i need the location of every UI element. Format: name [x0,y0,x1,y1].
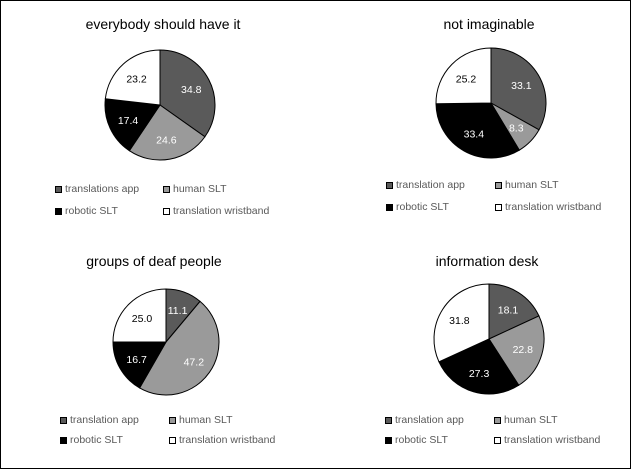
chart-4-slice-2 [488,315,545,386]
chart-3-data-label-3: 16.7 [126,354,147,366]
chart-1-slice-3 [104,98,161,152]
chart-2-legend-swatch-4 [495,203,502,211]
chart-1-legend-item-3: robotic SLT [55,205,118,217]
chart-1-legend-label-2: human SLT [173,183,227,195]
chart-4-pie: 18.1 22.8 27.3 31.8 [433,283,545,395]
chart-3-legend-swatch-3 [60,436,67,444]
chart-2-legend-label-1: translation app [396,179,465,191]
chart-1-data-label-3: 17.4 [118,115,139,127]
chart-3-data-label-4: 25.0 [132,313,153,325]
chart-1-legend-label-4: translation wristband [173,205,270,217]
chart-4-data-label-1: 18.1 [498,304,519,316]
chart-2-slice-1 [490,47,547,131]
chart-1-slice-1 [159,49,216,138]
chart-3-legend-item-3: robotic SLT [60,434,123,446]
chart-1-legend-item-4: translation wristband [163,205,269,217]
chart-2-legend-item-3: robotic SLT [386,201,449,213]
chart-2-title: not imaginable [443,16,535,32]
chart-1-legend-swatch-4 [163,207,170,215]
chart-2-data-label-1: 33.1 [511,80,532,92]
chart-1-data-label-4: 23.2 [126,74,147,86]
chart-3-slice-3 [112,341,167,389]
chart-2-data-label-3: 33.4 [464,129,485,141]
chart-3-legend-item-2: human SLT [169,414,233,426]
chart-3-slice-2 [138,300,220,396]
chart-2-slice-3 [435,102,520,159]
chart-2-legend-label-3: robotic SLT [396,201,449,213]
chart-2-slice-4 [435,47,492,105]
chart-3-legend-label-1: translation app [70,414,139,426]
chart-3-title: groups of deaf people [86,253,222,269]
chart-1-slice-2 [128,104,206,161]
chart-2-legend-swatch-3 [386,203,393,211]
chart-2-legend-label-2: human SLT [505,179,559,191]
chart-2-data-label-2: 8.3 [509,122,524,134]
chart-4-legend-label-2: human SLT [504,414,558,426]
chart-3-legend-label-4: translation wristband [179,434,276,446]
chart-4-title: information desk [435,253,539,269]
chart-2-legend-item-1: translation app [386,179,465,191]
chart-1-legend-swatch-1 [55,185,62,193]
chart-2-data-label-4: 25.2 [456,73,477,85]
chart-4-legend-item-2: human SLT [494,414,558,426]
chart-1-legend-swatch-2 [163,185,170,193]
chart-3-data-label-2: 47.2 [184,356,205,368]
chart-3-legend-swatch-2 [169,416,176,424]
chart-1-title: everybody should have it [85,16,241,32]
chart-4-legend-item-3: robotic SLT [385,434,448,446]
chart-4-legend-swatch-1 [385,416,392,424]
chart-1-legend-item-1: translations app [55,183,139,195]
chart-1-slice-4 [104,49,161,106]
chart-3-legend-swatch-1 [60,416,67,424]
chart-4-legend-label-3: robotic SLT [395,434,448,446]
chart-3-legend-label-2: human SLT [179,414,233,426]
chart-4-legend-label-4: translation wristband [504,434,601,446]
chart-3-legend-item-4: translation wristband [169,434,275,446]
chart-4-legend-swatch-4 [494,436,501,444]
chart-1-data-label-2: 24.6 [156,135,177,147]
chart-4-slice-1 [488,283,540,340]
chart-4-data-label-2: 22.8 [513,344,534,356]
chart-4-legend-label-1: translation app [395,414,464,426]
chart-1-pie: 34.8 24.6 17.4 23.2 [104,49,216,161]
chart-3-slice-4 [112,288,167,343]
chart-3-legend-swatch-4 [169,436,176,444]
chart-4-legend-item-1: translation app [385,414,464,426]
chart-1-data-label-1: 34.8 [181,84,202,96]
chart-2-legend-label-4: translation wristband [505,201,602,213]
chart-2-legend-swatch-1 [386,181,393,189]
chart-3-pie: 11.1 47.2 16.7 25.0 [112,288,220,396]
chart-4-legend-item-4: translation wristband [494,434,600,446]
chart-4-data-label-4: 31.8 [449,315,470,327]
chart-2-legend-swatch-2 [495,181,502,189]
chart-1-legend-label-1: translations app [65,183,140,195]
chart-1-legend-label-3: robotic SLT [65,205,118,217]
chart-3-legend-item-1: translation app [60,414,139,426]
chart-2-pie: 33.1 8.3 33.4 25.2 [435,47,547,159]
chart-1-legend-item-2: human SLT [163,183,227,195]
chart-4-legend-swatch-2 [494,416,501,424]
chart-3-legend-label-3: robotic SLT [70,434,123,446]
chart-4-slice-4 [433,283,490,363]
chart-2-legend-item-2: human SLT [495,179,559,191]
chart-2-legend-item-4: translation wristband [495,201,601,213]
chart-4-legend-swatch-3 [385,436,392,444]
chart-3-data-label-1: 11.1 [168,305,188,317]
chart-1-legend-swatch-3 [55,207,62,215]
chart-4-data-label-3: 27.3 [469,368,490,380]
